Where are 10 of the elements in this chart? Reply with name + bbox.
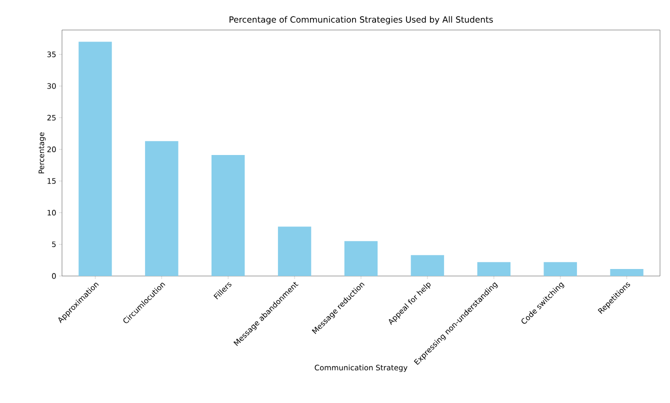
- bar: [410, 255, 444, 276]
- bar: [610, 269, 644, 276]
- bar: [544, 262, 577, 276]
- bar: [344, 241, 378, 276]
- bar: [145, 141, 178, 276]
- bar: [78, 42, 112, 276]
- chart-title: Percentage of Communication Strategies Used by All Students: [230, 16, 493, 24]
- bar: [278, 226, 312, 276]
- bar: [212, 155, 245, 276]
- bar: [477, 262, 511, 276]
